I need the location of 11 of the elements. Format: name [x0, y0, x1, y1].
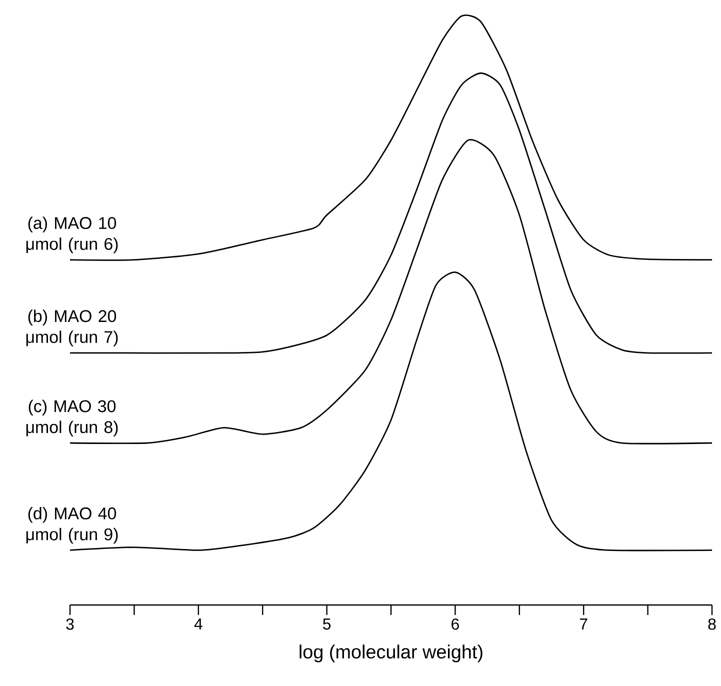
x-tick-label: 4 [194, 618, 202, 630]
x-tick-label: 3 [66, 618, 74, 630]
x-tick-label: 7 [580, 618, 588, 630]
series-label: (c) MAO 30 μmol (run 8) [26, 400, 118, 436]
x-tick-label: 8 [708, 618, 716, 630]
series-label: (a) MAO 10 μmol (run 6) [26, 216, 118, 254]
series-label: (b) MAO 20 μmol (run 7) [26, 310, 118, 346]
x-axis-title: log (molecular weight) [300, 644, 482, 662]
x-tick-label: 5 [323, 618, 331, 630]
x-tick-label: 6 [452, 618, 459, 630]
series-label: (d) MAO 40 μmol (run 9) [26, 506, 118, 544]
